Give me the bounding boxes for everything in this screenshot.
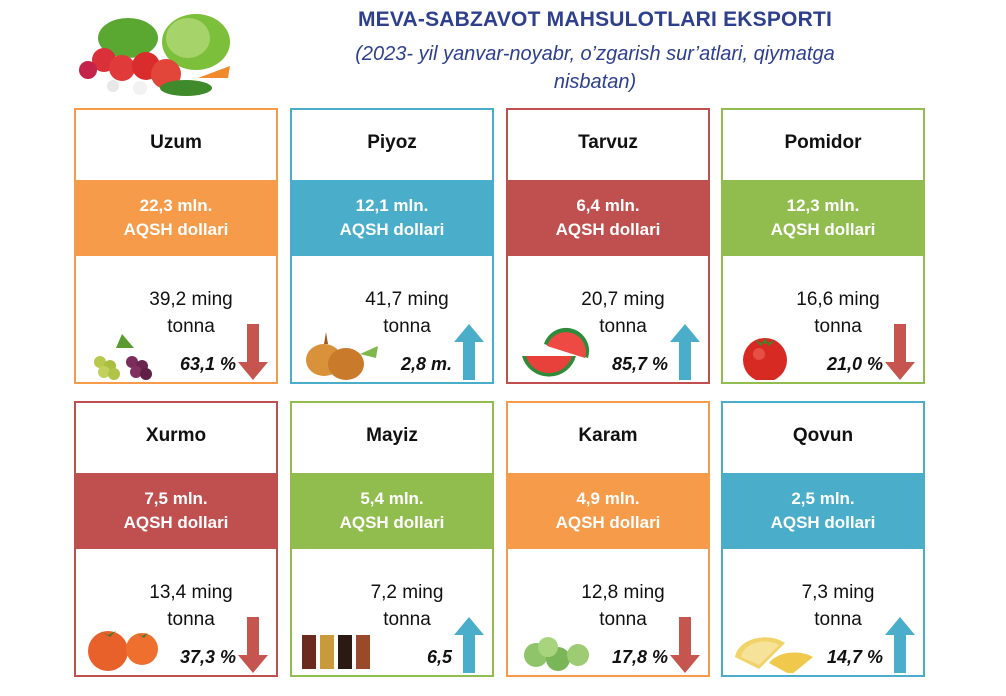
tomato-icon xyxy=(743,338,787,380)
value-unit: AQSH dollari xyxy=(770,220,876,239)
export-value: 6,4 mln. xyxy=(576,196,640,215)
arrow-down-icon xyxy=(238,617,268,673)
card-qovun: Qovun 2,5 mln. AQSH dollari 7,3 ming ton… xyxy=(721,401,925,677)
arrow-up-icon xyxy=(454,617,484,673)
value-band: 4,9 mln. AQSH dollari xyxy=(508,473,708,549)
export-value: 22,3 mln. xyxy=(139,196,213,215)
watermelon-icon xyxy=(522,327,590,377)
product-name: Piyoz xyxy=(367,132,417,153)
card-uzum: Uzum 22,3 mln. AQSH dollari 39,2 ming to… xyxy=(74,108,278,384)
value-band: 12,3 mln. AQSH dollari xyxy=(723,180,923,256)
quantity-value: 41,7 ming xyxy=(365,289,449,310)
melon-icon xyxy=(735,637,813,673)
card-piyoz: Piyoz 12,1 mln. AQSH dollari 41,7 ming t… xyxy=(290,108,494,384)
arrow-up-icon xyxy=(454,324,484,380)
subtitle-line-1: (2023- yil yanvar-noyabr, o’zgarish sur’… xyxy=(355,43,835,65)
export-value: 2,5 mln. xyxy=(791,489,855,508)
change-percent: 17,8 % xyxy=(611,647,668,667)
page-subtitle: (2023- yil yanvar-noyabr, o’zgarish sur’… xyxy=(250,40,940,96)
value-unit: AQSH dollari xyxy=(339,220,445,239)
quantity: 39,2 ming tonna xyxy=(116,286,266,340)
quantity-value: 13,4 ming xyxy=(149,582,233,603)
export-value: 7,5 mln. xyxy=(144,489,208,508)
export-value: 5,4 mln. xyxy=(360,489,424,508)
value-unit: AQSH dollari xyxy=(339,513,445,532)
value-band: 2,5 mln. AQSH dollari xyxy=(723,473,923,549)
change-percent: 6,5 xyxy=(426,647,452,667)
change-percent: 63,1 % xyxy=(179,354,236,374)
value-band: 6,4 mln. AQSH dollari xyxy=(508,180,708,256)
quantity-value: 39,2 ming xyxy=(149,289,233,310)
quantity-unit: tonna xyxy=(383,609,431,630)
quantity-value: 12,8 ming xyxy=(581,582,665,603)
quantity-unit: tonna xyxy=(814,316,862,337)
quantity-unit: tonna xyxy=(167,316,215,337)
product-name: Tarvuz xyxy=(578,132,638,153)
quantity-value: 7,2 ming xyxy=(370,582,444,603)
product-name: Karam xyxy=(578,425,638,446)
arrow-up-icon xyxy=(885,617,915,673)
card-mayiz: Mayiz 5,4 mln. AQSH dollari 7,2 ming ton… xyxy=(290,401,494,677)
persimmon-icon xyxy=(88,631,158,671)
value-unit: AQSH dollari xyxy=(123,220,229,239)
quantity: 13,4 ming tonna xyxy=(116,579,266,633)
change-percent: 14,7 % xyxy=(826,647,883,667)
quantity-value: 16,6 ming xyxy=(796,289,880,310)
value-unit: AQSH dollari xyxy=(770,513,876,532)
export-value: 12,1 mln. xyxy=(355,196,429,215)
cabbage-icon xyxy=(524,637,589,671)
quantity-unit: tonna xyxy=(814,609,862,630)
value-band: 5,4 mln. AQSH dollari xyxy=(292,473,492,549)
change-percent: 21,0 % xyxy=(826,354,883,374)
export-value: 12,3 mln. xyxy=(786,196,860,215)
quantity: 16,6 ming tonna xyxy=(763,286,913,340)
arrow-down-icon xyxy=(885,324,915,380)
quantity-unit: tonna xyxy=(383,316,431,337)
arrow-down-icon xyxy=(670,617,700,673)
quantity-unit: tonna xyxy=(599,609,647,630)
quantity: 7,3 ming tonna xyxy=(763,579,913,633)
card-karam: Karam 4,9 mln. AQSH dollari 12,8 ming to… xyxy=(506,401,710,677)
vegetables-basket-icon xyxy=(79,14,230,96)
quantity-unit: tonna xyxy=(167,609,215,630)
quantity: 20,7 ming tonna xyxy=(548,286,698,340)
card-pomidor: Pomidor 12,3 mln. AQSH dollari 16,6 ming… xyxy=(721,108,925,384)
quantity: 7,2 ming tonna xyxy=(332,579,482,633)
quantity-unit: tonna xyxy=(599,316,647,337)
quantity-value: 7,3 ming xyxy=(801,582,875,603)
quantity-value: 20,7 ming xyxy=(581,289,665,310)
value-unit: AQSH dollari xyxy=(555,513,661,532)
raisins-icon xyxy=(302,635,370,669)
value-band: 12,1 mln. AQSH dollari xyxy=(292,180,492,256)
subtitle-line-2: nisbatan) xyxy=(553,71,637,93)
change-percent: 85,7 % xyxy=(611,354,668,374)
change-percent: 2,8 m. xyxy=(400,354,452,374)
arrow-down-icon xyxy=(238,324,268,380)
export-value: 4,9 mln. xyxy=(576,489,640,508)
value-unit: AQSH dollari xyxy=(123,513,229,532)
quantity: 12,8 ming tonna xyxy=(548,579,698,633)
card-xurmo: Xurmo 7,5 mln. AQSH dollari 13,4 ming to… xyxy=(74,401,278,677)
product-name: Qovun xyxy=(792,425,854,446)
value-unit: AQSH dollari xyxy=(555,220,661,239)
value-band: 22,3 mln. AQSH dollari xyxy=(76,180,276,256)
card-tarvuz: Tarvuz 6,4 mln. AQSH dollari 20,7 ming t… xyxy=(506,108,710,384)
page-title: MEVA-SABZAVOT MAHSULOTLARI EKSPORTI xyxy=(357,8,833,31)
product-name: Mayiz xyxy=(366,425,418,446)
onion-icon xyxy=(306,332,378,380)
product-name: Xurmo xyxy=(145,425,207,446)
value-band: 7,5 mln. AQSH dollari xyxy=(76,473,276,549)
product-name: Pomidor xyxy=(784,132,862,153)
change-percent: 37,3 % xyxy=(179,647,236,667)
quantity: 41,7 ming tonna xyxy=(332,286,482,340)
arrow-up-icon xyxy=(670,324,700,380)
product-name: Uzum xyxy=(150,132,202,153)
grapes-icon xyxy=(94,334,152,380)
